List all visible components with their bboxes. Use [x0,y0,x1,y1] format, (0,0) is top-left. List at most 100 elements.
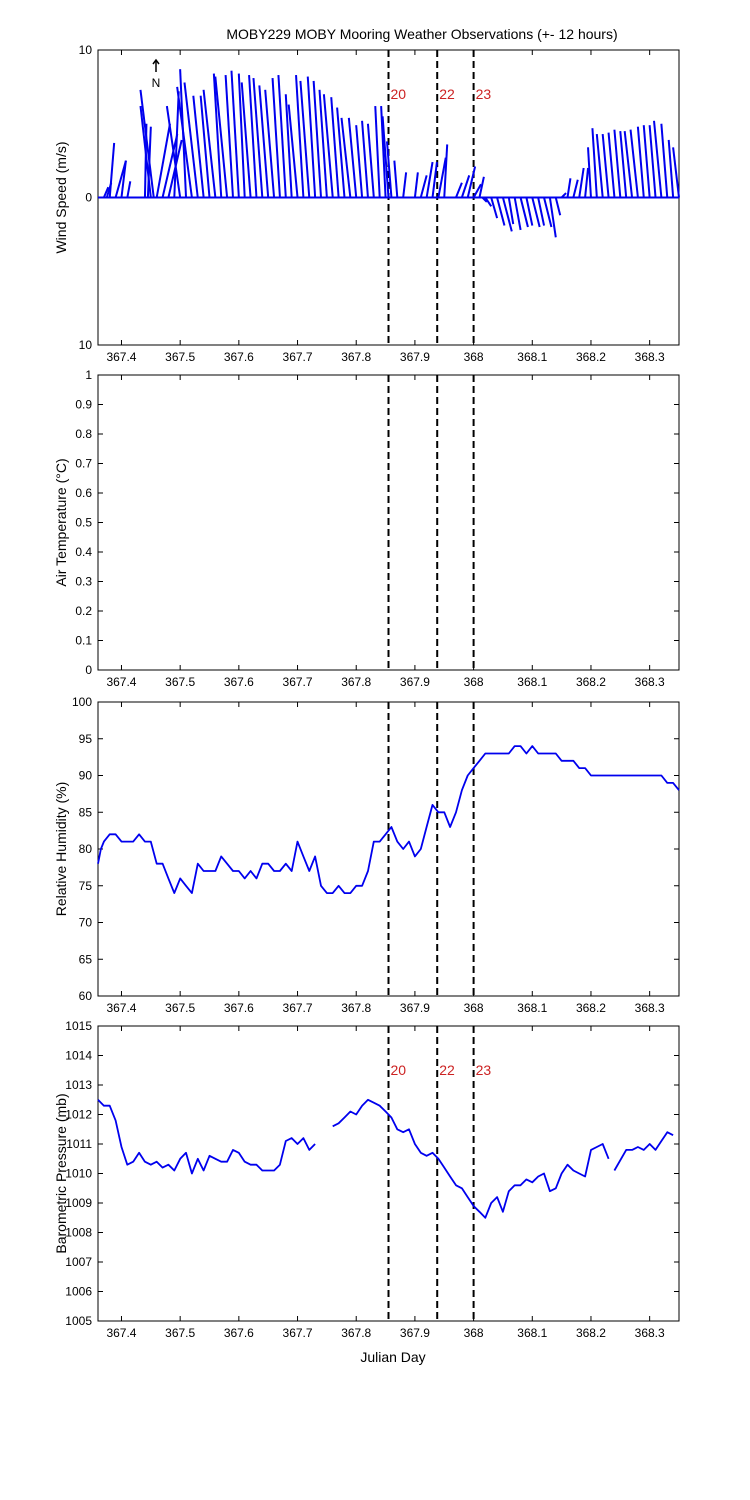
wind-stick [519,197,529,228]
event-label: 23 [476,1062,492,1078]
wind-stick [155,123,171,198]
wind-stick [240,82,252,198]
wind-stick [312,80,323,198]
wind-stick [587,147,592,198]
x-tick-label: 368.1 [517,1326,547,1340]
wind-stick [490,197,499,219]
y-tick-label: 0.7 [75,457,92,471]
event-label: 20 [391,1062,407,1078]
wind-stick [402,172,408,198]
x-tick-label: 367.6 [224,1326,254,1340]
x-tick-label: 368.3 [635,675,665,689]
x-tick-label: 367.6 [224,675,254,689]
wind-stick [393,160,399,198]
x-tick-label: 368.2 [576,350,606,364]
x-tick-label: 367.9 [400,350,430,364]
x-tick-label: 367.4 [106,675,136,689]
wind-stick [139,105,152,198]
x-tick-label: 367.5 [165,1326,195,1340]
wind-stick [355,125,364,198]
x-tick-label: 367.8 [341,1001,371,1015]
wind-stick [419,175,428,198]
wind-stick [437,157,447,198]
wind-stick [648,125,657,198]
wind-stick [566,178,572,198]
wind-stick [306,76,317,198]
x-axis-label: Julian Day [360,1349,425,1365]
wind-stick [667,139,675,198]
y-axis-label: Wind Speed (m/s) [53,141,69,253]
wind-stick [613,129,622,198]
wind-stick [513,197,522,231]
wind-stick [361,120,369,198]
series-line [332,1098,610,1219]
series-line [613,1131,674,1171]
air-temperature-panel: 367.4 367.5 367.6 367.7 367.8 367.9 368 368.1 36… [53,368,680,689]
wind-stick [381,116,390,198]
wind-stick [264,89,276,198]
wind-stick [455,182,463,198]
x-tick-label: 367.9 [400,1326,430,1340]
wind-stick [413,172,419,198]
x-tick-label: 367.5 [165,675,195,689]
y-tick-label: 1008 [65,1226,92,1240]
wind-stick [478,176,485,198]
wind-stick [660,123,669,198]
wind-stick [560,192,567,199]
wind-stick [601,133,610,198]
y-tick-label: 1014 [65,1049,92,1063]
wind-stick [460,175,471,198]
y-tick-label: 1010 [65,1167,92,1181]
wind-stick [496,197,506,226]
y-tick-label: 80 [79,842,93,856]
x-tick-label: 367.5 [165,350,195,364]
x-tick-label: 368.1 [517,350,547,364]
event-label: 22 [439,1062,455,1078]
y-tick-label: 1015 [65,1019,92,1033]
y-tick-label: 1005 [65,1314,92,1328]
series-line [97,745,680,894]
wind-stick [543,197,553,228]
x-tick-label: 368 [464,350,484,364]
y-tick-label: 1012 [65,1108,92,1122]
y-tick-label: 100 [72,695,92,709]
x-tick-label: 367.7 [283,1001,313,1015]
wind-stick [672,147,680,198]
x-tick-label: 368.3 [635,350,665,364]
y-tick-label: 70 [79,916,93,930]
north-arrow-head-icon [152,58,160,65]
wind-stick [192,95,205,198]
x-tick-label: 367.9 [400,1001,430,1015]
x-tick-label: 368.2 [576,675,606,689]
y-tick-label: 90 [79,769,93,783]
x-tick-label: 368.2 [576,1326,606,1340]
wind-stick [525,197,534,226]
x-tick-label: 367.9 [400,675,430,689]
x-tick-label: 367.8 [341,675,371,689]
wind-stick [481,196,488,203]
x-tick-label: 368 [464,1001,484,1015]
x-tick-label: 367.4 [106,1001,136,1015]
wind-stick [277,75,287,198]
x-tick-label: 368.1 [517,1001,547,1015]
wind-stick [431,161,438,198]
wind-stick [224,75,234,198]
wind-stick [237,73,246,198]
wind-stick [584,167,590,198]
wind-stick [619,131,628,198]
event-label: 22 [439,86,455,102]
x-tick-label: 367.4 [106,350,136,364]
wind-stick [572,179,579,198]
y-tick-label: 0.4 [75,545,92,559]
wind-stick [183,82,199,198]
y-tick-label: 0.5 [75,516,92,530]
wind-stick [271,77,281,198]
x-tick-label: 368.3 [635,1001,665,1015]
wind-stick [366,123,375,198]
x-tick-label: 367.4 [106,1326,136,1340]
y-tick-label: 1007 [65,1255,92,1269]
wind-stick [531,197,541,228]
wind-stick [214,76,229,198]
y-tick-label: 95 [79,732,93,746]
wind-stick [284,94,293,198]
